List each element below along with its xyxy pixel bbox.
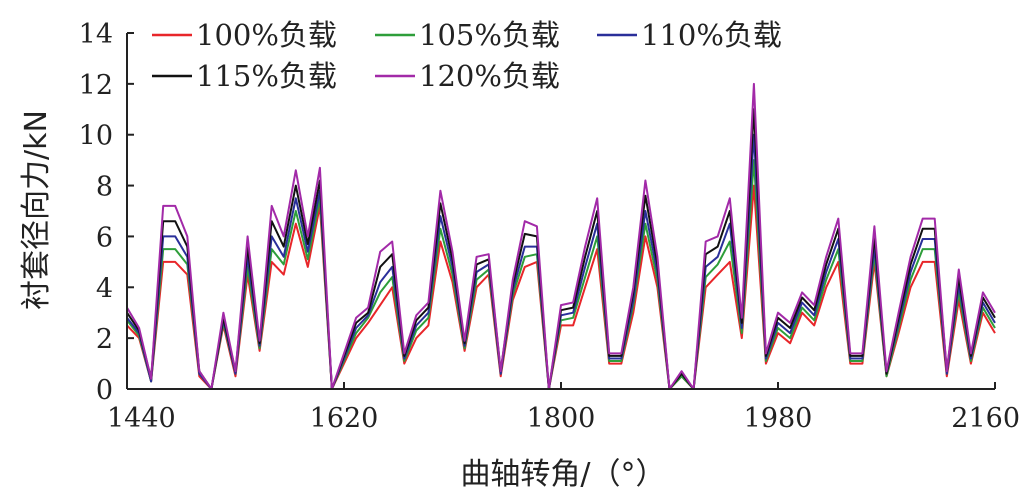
y-tick-label: 2 (96, 324, 113, 355)
y-axis-label: 衬套径向力/kN (19, 110, 54, 310)
y-tick-label: 14 (79, 19, 113, 50)
legend: 100%负载 105%负载 110%负载 115%负载 120%负载 (152, 18, 782, 93)
series-lines (126, 82, 996, 390)
legend-label: 120%负载 (419, 59, 560, 93)
legend-label: 105%负载 (419, 18, 560, 52)
legend-label: 115%负载 (196, 59, 337, 93)
x-tick-label: 1620 (310, 403, 379, 434)
legend-label: 110%负载 (641, 18, 782, 52)
series-line-5 (126, 82, 996, 390)
y-tick-label: 6 (96, 222, 113, 253)
legend-label: 100%负载 (196, 18, 337, 52)
x-tick-label: 1800 (527, 403, 596, 434)
y-tick-label: 4 (96, 273, 113, 304)
axes: 0 2 4 6 8 10 12 14 1440 1620 1800 1980 2160 (79, 19, 1020, 434)
y-tick-label: 8 (96, 172, 113, 203)
x-tick-label: 2160 (951, 403, 1020, 434)
series-line-1 (126, 184, 996, 390)
y-tick-label: 10 (79, 121, 113, 152)
x-tick-label: 1440 (107, 403, 176, 434)
x-tick-label: 1980 (744, 403, 813, 434)
y-tick-label: 12 (79, 70, 113, 101)
y-tick-label: 0 (96, 375, 113, 406)
x-axis-label: 曲轴转角/（°） (460, 457, 665, 492)
series-line-2 (126, 159, 996, 390)
